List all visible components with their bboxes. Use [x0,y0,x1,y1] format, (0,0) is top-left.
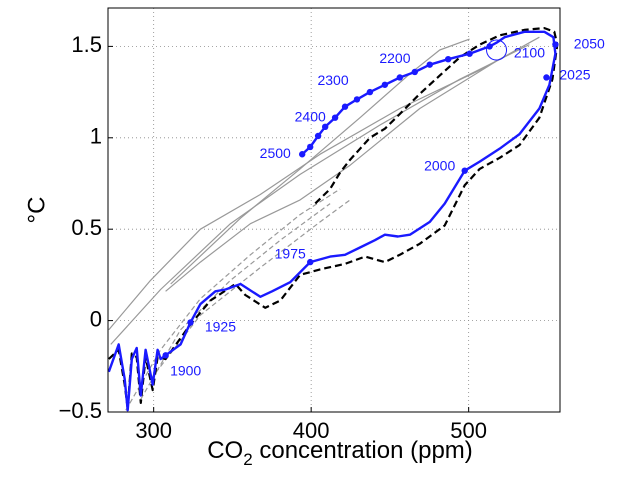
x-label-rest: concentration (ppm) [253,437,473,464]
data-point [411,68,418,76]
y-tick-label: 0 [90,306,102,331]
plot-area [108,8,560,412]
data-point [162,352,169,359]
data-point [321,123,329,131]
data-point [396,74,404,81]
data-point [307,143,314,151]
annotation: 2025 [559,66,590,82]
annotation: 2300 [317,72,348,88]
annotation: 1975 [275,245,306,261]
annotation: 1900 [170,362,201,378]
annotation: 1925 [205,319,236,335]
y-axis-label: °C [23,197,50,224]
x-axis-label: CO2 concentration (ppm) [207,437,473,469]
annotation: 2100 [514,44,545,60]
data-point [341,103,349,110]
y-tick-label: 1 [90,124,102,149]
line-series [107,30,557,412]
data-point [461,167,468,174]
line-series [110,44,530,345]
x-tick-label: 300 [135,418,172,443]
line-series [140,203,331,400]
annotation: 2050 [574,35,605,51]
y-tick-label: 1.5 [71,32,102,57]
data-point [314,132,322,140]
x-tick-label: 500 [450,418,487,443]
data-point [552,41,559,48]
data-point [543,74,550,81]
data-point [466,50,473,57]
annotation: 2000 [424,158,455,174]
plot-frame [107,7,561,413]
data-point [298,151,306,158]
data-point [381,81,389,88]
annotation: 2400 [295,108,326,124]
y-tick-label: 0.5 [71,215,102,240]
line-series [170,38,470,285]
data-point [307,258,314,266]
data-point [426,61,433,68]
highlight-circle [486,39,508,61]
y-tick-label: −0.5 [59,398,102,423]
data-point [331,114,339,121]
line-series [125,188,341,411]
data-point [353,96,361,103]
x-tick-label: 400 [293,418,330,443]
data-point [444,55,452,63]
data-point [187,319,194,326]
annotation: 2500 [260,145,291,161]
data-point [366,88,374,96]
annotation: 2200 [379,50,410,66]
x-label-main: CO [207,437,243,464]
line-series [165,58,500,292]
x-label-sub: 2 [243,450,252,469]
